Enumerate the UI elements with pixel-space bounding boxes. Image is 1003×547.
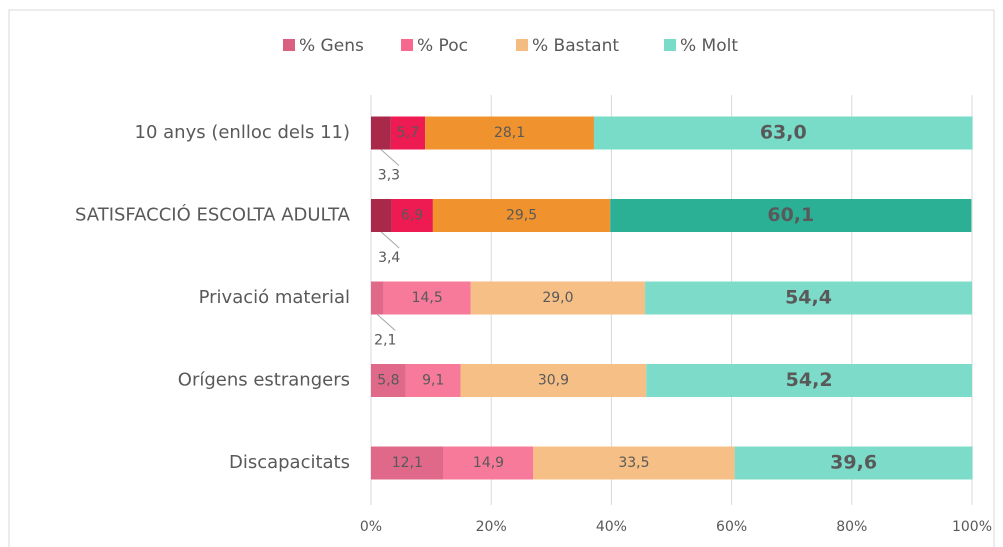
data-label: 5,7 [397, 125, 419, 141]
bar-segment [734, 446, 973, 480]
bar-segment [610, 199, 972, 232]
bar-segment [425, 116, 594, 150]
data-label: 63,0 [760, 122, 807, 144]
x-tick-label: 60% [716, 519, 747, 535]
data-label: 14,5 [412, 290, 443, 306]
leader-line [380, 231, 400, 249]
legend-swatch [516, 39, 528, 51]
legend-label: % Molt [680, 36, 738, 56]
data-label: 5,8 [377, 373, 399, 389]
data-label: 2,1 [374, 333, 396, 349]
bar-segment [371, 116, 391, 150]
bar-segment [593, 116, 973, 150]
category-label: Privació material [199, 287, 350, 308]
bar-segment [405, 364, 461, 397]
bar-segment [443, 446, 534, 480]
category-label: Orígens estrangers [178, 370, 350, 391]
data-label: 30,9 [538, 373, 569, 389]
data-label: 28,1 [494, 125, 525, 141]
category-label: 10 anys (enlloc dels 11) [135, 122, 350, 143]
category-label: SATISFACCIÓ ESCOLTA ADULTA [75, 204, 351, 226]
x-tick-label: 40% [596, 519, 627, 535]
bar-segment [646, 364, 972, 397]
bar-segment [390, 116, 426, 150]
bar-segment [645, 281, 972, 315]
legend-label: % Poc [417, 36, 468, 56]
data-label: 12,1 [392, 455, 423, 471]
x-tick-label: 20% [476, 519, 507, 535]
data-label: 39,6 [830, 452, 877, 474]
leader-line [376, 314, 396, 331]
data-label: 3,4 [378, 250, 400, 266]
bar-segment [383, 281, 471, 315]
bar-segment [432, 199, 611, 232]
data-label: 33,5 [618, 455, 649, 471]
legend-label: % Gens [299, 36, 364, 56]
legend-swatch [664, 39, 676, 51]
x-tick-label: 0% [360, 519, 382, 535]
bar-segment [371, 364, 406, 397]
legend-swatch [283, 39, 295, 51]
data-label: 3,3 [378, 168, 400, 184]
category-label: Discapacitats [229, 452, 350, 473]
x-tick-label: 100% [952, 519, 992, 535]
bar-segment [371, 446, 444, 480]
data-label: 14,9 [473, 455, 504, 471]
leader-line [380, 149, 400, 166]
x-tick-label: 80% [836, 519, 867, 535]
bar-segment [470, 281, 646, 315]
data-label: 6,9 [401, 208, 423, 224]
data-label: 29,5 [506, 208, 537, 224]
data-label: 54,2 [786, 369, 833, 391]
data-label: 9,1 [422, 373, 444, 389]
bar-segment [371, 199, 392, 232]
data-label: 54,4 [785, 287, 832, 309]
data-label: 60,1 [767, 204, 814, 226]
bar-segment [533, 446, 735, 480]
data-label: 29,0 [542, 290, 573, 306]
bar-segment [391, 199, 433, 232]
bar-segment [460, 364, 647, 397]
legend-label: % Bastant [532, 36, 619, 56]
legend-swatch [401, 39, 413, 51]
bar-segment [371, 281, 384, 315]
